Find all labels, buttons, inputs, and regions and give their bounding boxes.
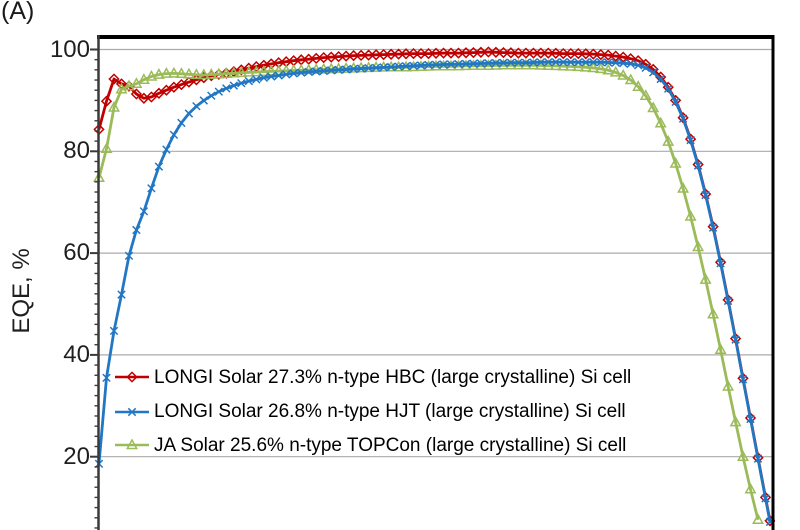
legend-marker-x-icon <box>115 407 149 416</box>
y-tick-label-100: 100 <box>49 35 90 63</box>
legend-marker-diamond-icon <box>115 371 149 383</box>
panel-label: (A) <box>1 0 35 25</box>
legend-label: JA Solar 25.6% n-type TOPCon (large crys… <box>154 434 627 456</box>
y-tick-label-40: 40 <box>63 340 90 368</box>
legend-item-HJT: LONGI Solar 26.8% n-type HJT (large crys… <box>114 396 626 428</box>
legend-label: LONGI Solar 27.3% n-type HBC (large crys… <box>154 366 632 388</box>
legend-item-HBC: LONGI Solar 27.3% n-type HBC (large crys… <box>114 361 631 393</box>
legend-item-TOPCon: JA Solar 25.6% n-type TOPCon (large crys… <box>114 429 626 461</box>
legend-label: LONGI Solar 26.8% n-type HJT (large crys… <box>154 401 626 422</box>
y-tick-label-80: 80 <box>63 137 90 165</box>
y-tick-label-60: 60 <box>63 239 90 267</box>
series-TOPCon <box>93 58 764 525</box>
y-tick-label-20: 20 <box>63 442 90 470</box>
legend-marker-triangle-icon <box>115 438 149 450</box>
y-axis-ticks <box>90 48 98 529</box>
